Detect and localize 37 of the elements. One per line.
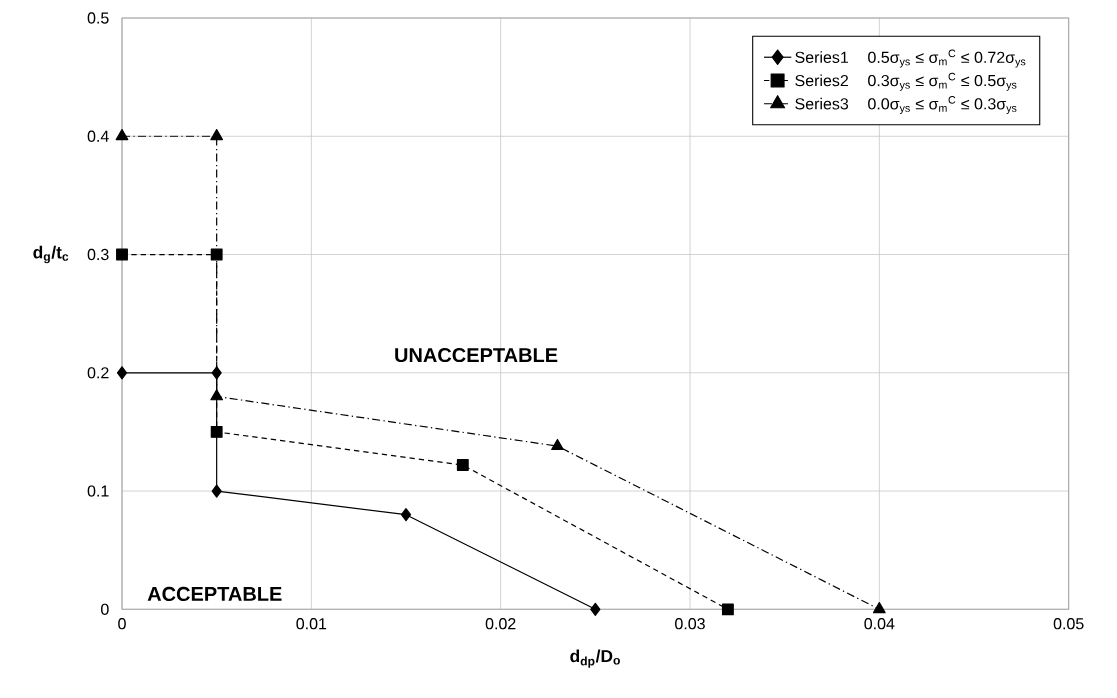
legend-label: Series2 [795,74,848,87]
x-tick-label: 0.03 [675,618,705,630]
point [551,438,564,451]
point [116,366,128,380]
y-tick-label: 0.2 [87,367,109,379]
point [400,508,412,522]
x-tick-label: 0.04 [864,618,895,630]
annotation: 0.3σ$_{ys}$ ≤ σ$_{m}$$^{C}$ ≤ 0.5σ$_{ys}$ [868,72,1017,91]
annotation: 0.5σ$_{ys}$ ≤ σ$_{m}$$^{C}$ ≤ 0.72σ$_{ys}$ [868,49,1026,68]
annotation: UNACCEPTABLE [395,347,558,363]
x-tick-label: 0.05 [1053,618,1084,630]
y-tick-label: 0 [101,603,109,615]
point [211,366,222,380]
annotation: 0.0σ$_{ys}$ ≤ σ$_{m}$$^{C}$ ≤ 0.3σ$_{ys}$ [868,96,1017,114]
point [721,603,734,616]
x-tick-label: 0.02 [485,618,516,630]
x-tick-label: 0 [118,618,126,630]
point [116,248,128,261]
y-tick-label: 0.4 [87,130,109,142]
text: d$_{dp}$/D$_{o}$ [570,649,620,668]
point [210,248,223,261]
point [210,128,224,141]
y-tick-label: 0.5 [87,12,109,24]
x-tick-label: 0.01 [296,618,327,630]
legend-label: Series3 [795,97,849,110]
y-tick-label: 0.3 [87,248,109,261]
point [211,484,222,498]
text: d$_{g}$/t$_{c}$ [33,245,69,264]
point [590,602,601,616]
point [456,459,469,471]
point [210,425,223,438]
legend-label: Series1 [795,51,848,63]
y-tick-label: 0.1 [87,485,109,497]
point [210,389,224,401]
point [115,128,129,141]
point [872,602,886,614]
annotation: ACCEPTABLE [147,586,282,602]
